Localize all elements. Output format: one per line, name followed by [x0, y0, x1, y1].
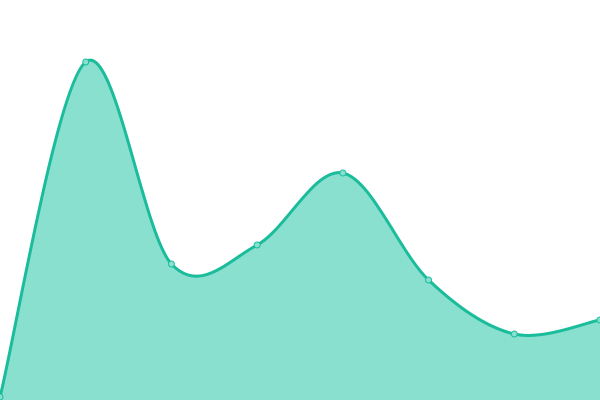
data-point-8: [596, 316, 600, 324]
data-point-5: [339, 169, 347, 177]
data-point-1: [0, 393, 4, 400]
data-point-4: [253, 241, 261, 249]
data-point-6: [425, 276, 433, 284]
data-point-3: [167, 260, 175, 268]
area-fill: [0, 60, 600, 400]
data-point-2: [82, 58, 90, 66]
data-points: [0, 58, 600, 400]
data-point-7: [510, 330, 518, 338]
